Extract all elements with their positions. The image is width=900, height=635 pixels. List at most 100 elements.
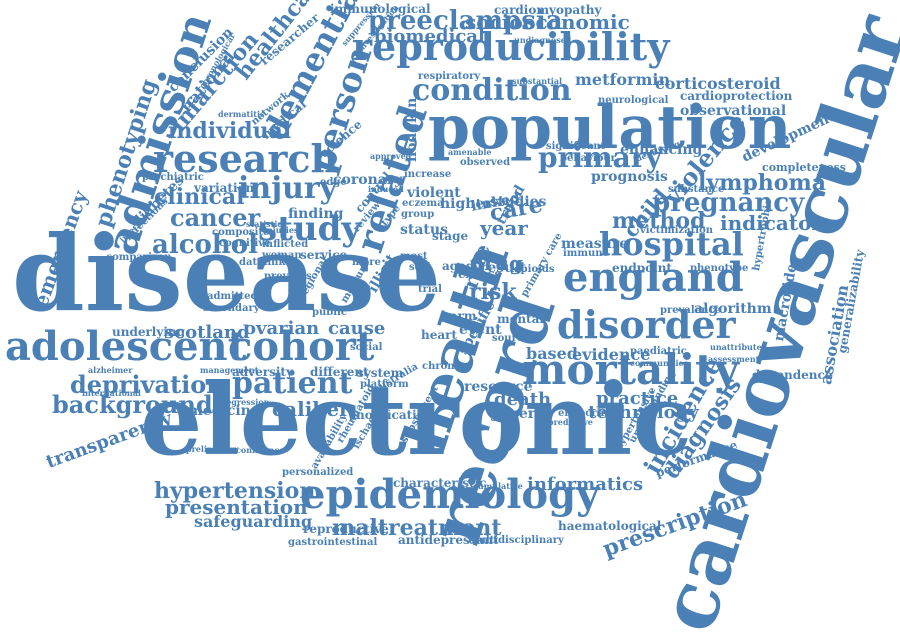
cloud-word: woman <box>262 250 302 261</box>
cloud-word: dependence <box>752 368 833 382</box>
cloud-word: based <box>526 344 578 363</box>
cloud-word: most <box>400 251 428 262</box>
cloud-word: alzheimer <box>88 365 133 375</box>
cloud-word: individual <box>168 118 292 144</box>
cloud-word: gastrointestinal <box>288 537 378 548</box>
cloud-word: preeclampsia <box>368 6 563 36</box>
cloud-word: antidepressant <box>398 533 499 547</box>
cloud-word: study <box>258 209 362 249</box>
cloud-word: chronic <box>422 361 465 372</box>
cloud-word: corticosteroid <box>655 74 781 93</box>
cloud-word: social <box>350 342 383 353</box>
cloud-word: comparison <box>106 252 172 263</box>
cloud-word: source <box>492 333 530 344</box>
cloud-word: evidence <box>572 345 651 364</box>
cloud-word: undiagnosed <box>514 35 572 45</box>
cloud-word: opioids <box>514 264 555 275</box>
cloud-word: aged <box>442 259 475 273</box>
cloud-word: dermatitis <box>218 109 265 119</box>
cloud-word: condition <box>412 73 572 108</box>
cloud-word: clinical <box>154 184 245 210</box>
cloud-word: informatics <box>527 474 644 495</box>
cloud-word: completeness <box>762 161 847 174</box>
cloud-word: reproducibility <box>352 24 670 69</box>
cloud-word: patient <box>232 366 353 401</box>
cloud-word: cognitive <box>219 238 271 249</box>
cloud-word: predictive <box>548 417 593 427</box>
cloud-word: result <box>480 260 527 276</box>
cloud-word: mortality <box>522 345 739 394</box>
cloud-word: paediatric <box>630 346 687 357</box>
cloud-word: alcohol <box>152 230 259 260</box>
cloud-word: psychiatric <box>142 172 204 183</box>
cloud-word: death <box>494 389 552 410</box>
cloud-word: hospital <box>599 225 744 263</box>
cloud-word: increase <box>404 169 452 180</box>
cloud-word: preliminary <box>186 444 239 454</box>
cloud-word: assessment <box>708 354 760 364</box>
cloud-word: multidisciplinary <box>468 535 564 546</box>
cloud-word: adolescent <box>5 323 247 370</box>
cloud-word: behaviour <box>560 153 616 164</box>
cloud-word: disorder <box>557 302 736 347</box>
cloud-word: ovarian <box>244 318 320 339</box>
cloud-word: excess <box>458 267 502 281</box>
cloud-word: system <box>357 366 404 380</box>
cloud-word: adversity <box>232 365 293 379</box>
cloud-word: risk <box>469 279 517 305</box>
cloud-word: edge <box>320 177 347 188</box>
cloud-word: lymphoma <box>698 170 827 196</box>
cloud-word: studies <box>490 194 547 210</box>
cloud-word: event <box>459 322 502 338</box>
cloud-word: unattributed <box>710 342 768 352</box>
cloud-word: international <box>82 388 141 398</box>
cloud-word: disease <box>12 212 442 335</box>
cloud-word: heart <box>421 328 457 342</box>
cloud-word: cancer <box>170 203 261 232</box>
cloud-word: presentation <box>165 495 308 519</box>
cloud-word: measure <box>561 236 629 252</box>
cloud-word: general <box>490 406 550 422</box>
cloud-word: algorithm <box>694 301 772 317</box>
cloud-word: reproductive <box>303 522 389 536</box>
cloud-word: safeguarding <box>194 512 313 531</box>
cloud-word: metformin <box>575 70 671 89</box>
cloud-word: endpoint <box>612 261 672 275</box>
cloud-word: research <box>153 136 339 181</box>
cloud-word: cause <box>328 318 386 339</box>
cloud-word: caliber <box>272 397 350 421</box>
cloud-word: cardiomyopathy <box>494 3 602 17</box>
cloud-word: medicine <box>188 403 260 419</box>
cloud-word: socioeconomic <box>465 10 630 34</box>
cloud-word: group <box>401 209 435 220</box>
cloud-word: significant <box>546 141 606 152</box>
cloud-word: electronic <box>140 363 693 478</box>
cloud-word: stage <box>432 229 469 243</box>
cloud-word: immunological <box>330 2 431 16</box>
cloud-word: inflicted <box>262 239 309 250</box>
cloud-word: previous <box>264 271 312 282</box>
cloud-word: service <box>300 248 348 262</box>
cloud-word: indicator <box>720 211 822 235</box>
cloud-word: haematological <box>558 519 662 533</box>
cloud-word: practice <box>596 388 679 409</box>
cloud-word: public <box>312 307 347 318</box>
cloud-word: substance <box>668 184 725 195</box>
cloud-word: amenable <box>448 147 492 157</box>
cloud-word: regression <box>222 397 270 407</box>
cloud-word: immune <box>563 248 609 259</box>
cloud-word: finding <box>288 206 344 222</box>
cloud-word: phenotype <box>690 263 749 274</box>
cloud-word: observational <box>680 103 787 119</box>
cloud-word: population <box>428 93 792 163</box>
cloud-word: notification <box>356 408 434 422</box>
cloud-word: observed <box>460 157 511 168</box>
cloud-word: coronary <box>333 172 403 188</box>
cloud-word: substantial <box>512 76 563 86</box>
cloud-word: biomedical <box>374 26 485 47</box>
cloud-word: drug <box>470 251 524 275</box>
cloud-word: prevalence <box>660 305 721 316</box>
cloud-word: harm <box>441 309 477 323</box>
cloud-word: england <box>563 254 744 301</box>
